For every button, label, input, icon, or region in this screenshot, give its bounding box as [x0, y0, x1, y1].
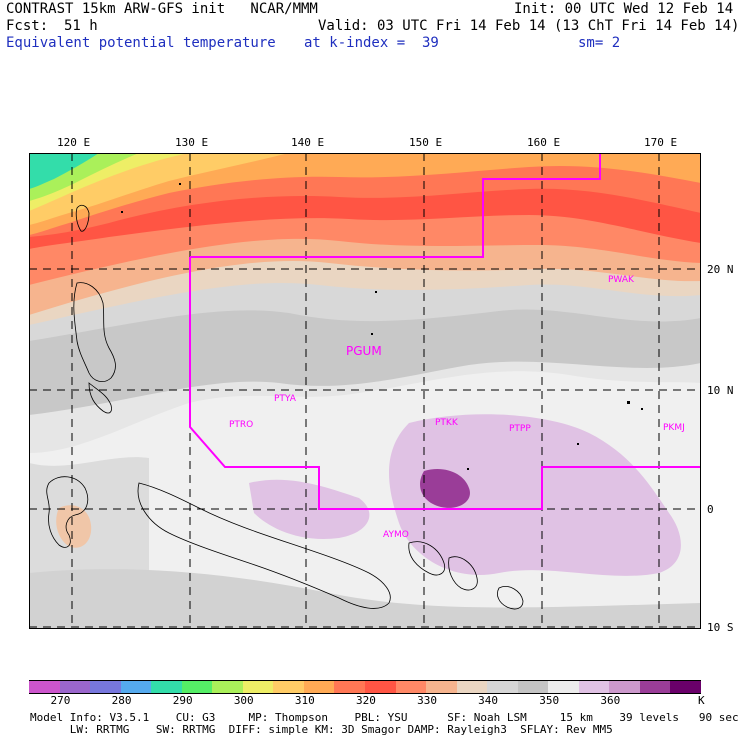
- color-bar-swatch: [242, 680, 274, 694]
- lat-label-10s: 10 S: [707, 621, 734, 634]
- color-bar-swatch: [181, 680, 213, 694]
- color-bar-swatch: [426, 680, 458, 694]
- forecast-hour: 51 h: [64, 18, 98, 34]
- color-bar-swatch: [90, 680, 122, 694]
- color-bar-swatch: [29, 680, 60, 694]
- color-bar-tick-label: 290: [172, 694, 193, 707]
- init-time: Init: 00 UTC Wed 12 Feb 14: [514, 1, 734, 17]
- model-title: CONTRAST 15km ARW-GFS init NCAR/MMM: [6, 1, 318, 17]
- lon-label-150e: 150 E: [409, 136, 443, 149]
- color-bar-swatch: [456, 680, 488, 694]
- field-band-340-sulawesi: [56, 505, 92, 548]
- color-bar-swatch: [59, 680, 91, 694]
- color-bar-swatch: [151, 680, 183, 694]
- color-bar-swatch: [670, 680, 702, 694]
- color-bar-tick-label: 270: [50, 694, 71, 707]
- station-aymo: AYMO: [383, 530, 409, 540]
- color-bar-tick-label: 360: [600, 694, 621, 707]
- color-bar-tick-label: 280: [111, 694, 132, 707]
- color-bar-swatch: [334, 680, 366, 694]
- field-band-345-south: [29, 569, 701, 629]
- theta-e-map: PWAK PGUM PTYA PTRO PTKK PTPP PKMJ AYMO: [29, 153, 701, 629]
- station-pgum: PGUM: [346, 344, 382, 358]
- lat-label-20n: 20 N: [707, 263, 734, 276]
- color-bar-swatch: [365, 680, 396, 694]
- color-bar-swatch: [395, 680, 427, 694]
- color-bar-tick-label: 350: [539, 694, 560, 707]
- model-info-line2: LW: RRTMG SW: RRTMG DIFF: simple KM: 3D …: [30, 723, 613, 736]
- colorbar-unit: K: [698, 694, 705, 707]
- field-band-375: [420, 468, 470, 508]
- lon-label-140e: 140 E: [291, 136, 325, 149]
- smoothing-value: sm= 2: [578, 35, 621, 51]
- fir-boundary-south: [189, 257, 701, 510]
- color-bar-swatch: [273, 680, 305, 694]
- model-info-line1: Model Info: V3.5.1 CU: G3 MP: Thompson P…: [30, 711, 739, 724]
- color-bar-tick-label: 300: [233, 694, 254, 707]
- color-bar-swatch: [120, 680, 152, 694]
- map-frame: [29, 153, 701, 629]
- field-band-365: [389, 414, 681, 576]
- lon-label-160e: 160 E: [527, 136, 561, 149]
- color-bar-swatch: [609, 680, 641, 694]
- color-bar-tick-label: 310: [294, 694, 315, 707]
- color-bar-swatch: [487, 680, 519, 694]
- small-islands: [121, 183, 643, 470]
- color-bar-tick-label: 340: [478, 694, 499, 707]
- station-pkmj: PKMJ: [663, 423, 685, 433]
- color-bar-tick-label: 330: [417, 694, 437, 707]
- station-ptkk: PTKK: [435, 418, 459, 428]
- color-bar-swatch: [303, 680, 335, 694]
- station-ptro: PTRO: [229, 420, 253, 430]
- color-bar-swatch: [639, 680, 671, 694]
- field-name: Equivalent potential temperature: [6, 35, 276, 51]
- color-bar-swatch: [517, 680, 549, 694]
- station-labels: PWAK PGUM PTYA PTRO PTKK PTPP PKMJ AYMO: [229, 275, 685, 540]
- graticule: [29, 153, 701, 629]
- map-canvas: PWAK PGUM PTYA PTRO PTKK PTPP PKMJ AYMO: [29, 153, 701, 629]
- station-ptya: PTYA: [274, 394, 297, 404]
- level-index: at k-index = 39: [304, 35, 439, 51]
- field-band-290: [29, 153, 99, 189]
- color-bar-swatch: [212, 680, 244, 694]
- lat-label-equator: 0: [707, 503, 714, 516]
- lon-label-170e: 170 E: [644, 136, 678, 149]
- color-bar-tick-label: 320: [356, 694, 376, 707]
- lon-label-120e: 120 E: [57, 136, 91, 149]
- color-bar-swatch: [548, 680, 580, 694]
- station-ptpp: PTPP: [509, 424, 531, 434]
- lon-label-130e: 130 E: [175, 136, 209, 149]
- color-bar-swatch: [578, 680, 610, 694]
- valid-time: Valid: 03 UTC Fri 14 Feb 14 (13 ChT Fri …: [318, 18, 740, 34]
- coastlines: [46, 204, 524, 610]
- lat-label-10n: 10 N: [707, 384, 734, 397]
- forecast-label: Fcst:: [6, 18, 49, 34]
- fir-boundary-north: [190, 153, 601, 258]
- station-pwak: PWAK: [608, 275, 635, 285]
